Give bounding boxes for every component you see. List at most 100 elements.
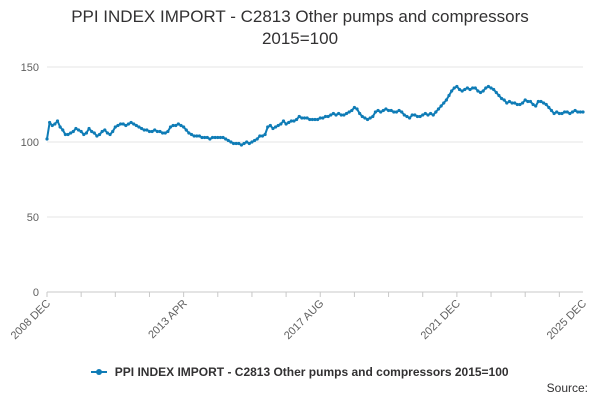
data-point[interactable] xyxy=(105,131,110,135)
data-point[interactable] xyxy=(337,111,341,116)
data-point[interactable] xyxy=(200,135,204,140)
data-point[interactable] xyxy=(237,141,241,146)
data-point[interactable] xyxy=(329,113,333,117)
data-point[interactable] xyxy=(182,125,186,129)
data-point[interactable] xyxy=(544,102,548,107)
data-point[interactable] xyxy=(358,111,362,116)
data-point[interactable] xyxy=(74,126,78,131)
data-point[interactable] xyxy=(245,140,249,144)
data-point[interactable] xyxy=(142,128,146,132)
data-point[interactable] xyxy=(578,110,582,114)
data-point[interactable] xyxy=(568,111,572,116)
data-point[interactable] xyxy=(334,113,338,117)
data-point[interactable] xyxy=(76,128,81,132)
data-point[interactable] xyxy=(552,111,556,116)
data-point[interactable] xyxy=(481,89,485,93)
data-point[interactable] xyxy=(484,86,488,90)
series-line[interactable] xyxy=(46,85,584,146)
data-point[interactable] xyxy=(90,129,94,134)
data-point[interactable] xyxy=(505,101,509,105)
data-point[interactable] xyxy=(226,138,230,143)
data-point[interactable] xyxy=(570,110,575,114)
data-point[interactable] xyxy=(281,119,286,123)
data-point[interactable] xyxy=(234,141,238,146)
data-point[interactable] xyxy=(179,123,183,128)
data-point[interactable] xyxy=(518,102,522,107)
data-point[interactable] xyxy=(436,107,441,111)
data-point[interactable] xyxy=(444,98,448,102)
data-point[interactable] xyxy=(407,116,412,120)
data-point[interactable] xyxy=(473,86,477,90)
data-point[interactable] xyxy=(92,131,96,135)
data-point[interactable] xyxy=(376,108,380,113)
data-point[interactable] xyxy=(429,111,433,116)
data-point[interactable] xyxy=(126,122,131,126)
data-point[interactable] xyxy=(111,129,115,134)
data-point[interactable] xyxy=(539,99,543,104)
data-point[interactable] xyxy=(284,122,288,126)
data-point[interactable] xyxy=(271,126,275,131)
data-point[interactable] xyxy=(541,101,546,105)
data-point[interactable] xyxy=(302,116,307,120)
data-point[interactable] xyxy=(187,131,191,135)
data-point[interactable] xyxy=(460,89,464,93)
data-point[interactable] xyxy=(339,113,343,117)
data-point[interactable] xyxy=(279,122,283,126)
data-point[interactable] xyxy=(478,90,483,95)
data-point[interactable] xyxy=(171,123,175,128)
data-point[interactable] xyxy=(260,134,265,138)
data-point[interactable] xyxy=(184,128,188,132)
data-point[interactable] xyxy=(258,134,262,138)
data-point[interactable] xyxy=(316,117,320,122)
data-point[interactable] xyxy=(513,101,517,105)
data-point[interactable] xyxy=(84,131,89,135)
data-point[interactable] xyxy=(82,132,86,137)
data-point[interactable] xyxy=(421,113,425,117)
data-point[interactable] xyxy=(534,104,538,108)
data-point[interactable] xyxy=(547,105,551,110)
data-point[interactable] xyxy=(231,141,236,146)
data-point[interactable] xyxy=(442,101,446,105)
data-point[interactable] xyxy=(263,132,267,137)
data-point[interactable] xyxy=(389,108,393,113)
data-point[interactable] xyxy=(373,110,378,114)
data-point[interactable] xyxy=(55,119,60,123)
data-point[interactable] xyxy=(418,114,422,119)
data-point[interactable] xyxy=(79,129,83,134)
data-point[interactable] xyxy=(197,134,201,138)
data-point[interactable] xyxy=(108,132,112,137)
data-point[interactable] xyxy=(69,131,73,135)
data-point[interactable] xyxy=(250,140,254,144)
data-point[interactable] xyxy=(45,137,49,141)
data-point[interactable] xyxy=(116,123,120,128)
data-point[interactable] xyxy=(118,122,123,126)
data-point[interactable] xyxy=(205,135,209,140)
data-point[interactable] xyxy=(121,122,125,126)
data-point[interactable] xyxy=(526,99,530,104)
data-point[interactable] xyxy=(124,123,128,128)
data-point[interactable] xyxy=(465,86,469,90)
data-point[interactable] xyxy=(50,123,54,128)
data-point[interactable] xyxy=(176,122,180,126)
data-point[interactable] xyxy=(242,141,246,146)
data-point[interactable] xyxy=(252,138,257,143)
data-point[interactable] xyxy=(210,135,215,140)
legend[interactable]: PPI INDEX IMPORT - C2813 Other pumps and… xyxy=(0,364,600,379)
data-point[interactable] xyxy=(58,125,62,129)
data-point[interactable] xyxy=(463,87,467,92)
data-point[interactable] xyxy=(457,87,462,92)
data-point[interactable] xyxy=(63,132,67,137)
data-point[interactable] xyxy=(502,98,506,102)
data-point[interactable] xyxy=(48,120,52,125)
data-point[interactable] xyxy=(66,132,70,137)
data-point[interactable] xyxy=(203,135,207,140)
data-point[interactable] xyxy=(510,101,514,105)
data-point[interactable] xyxy=(455,84,459,89)
data-point[interactable] xyxy=(137,125,141,129)
data-point[interactable] xyxy=(129,120,133,125)
data-point[interactable] xyxy=(174,123,178,128)
data-point[interactable] xyxy=(431,113,435,117)
data-point[interactable] xyxy=(531,102,535,107)
data-point[interactable] xyxy=(147,129,152,134)
data-point[interactable] xyxy=(224,137,228,141)
